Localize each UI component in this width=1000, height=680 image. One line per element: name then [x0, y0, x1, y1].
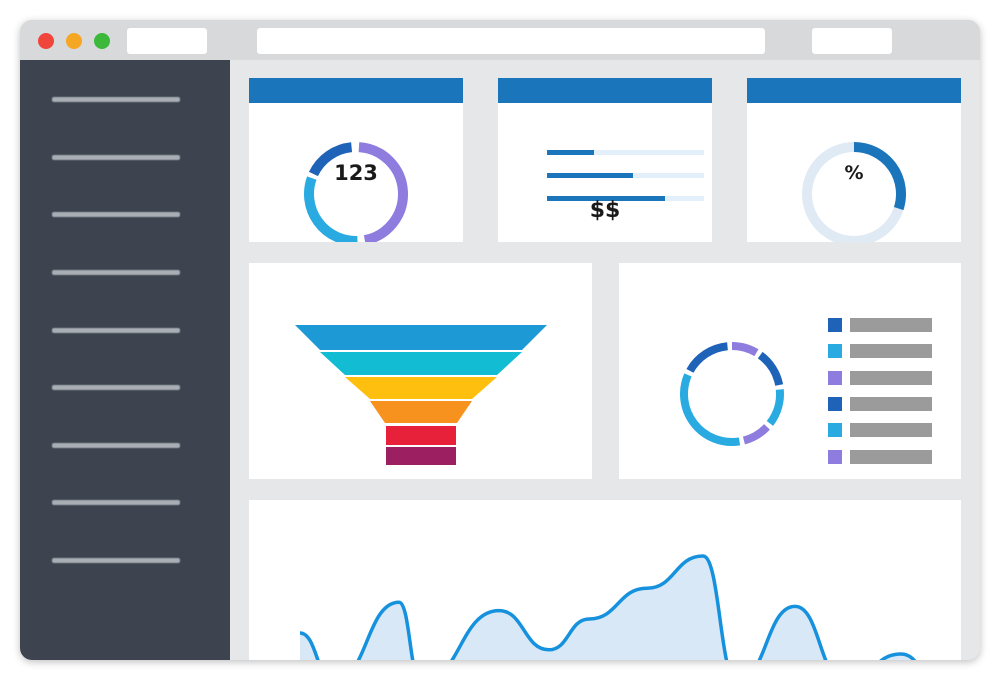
- area-chart: [299, 554, 917, 660]
- area-fill: [300, 556, 914, 660]
- sidebar: [20, 60, 230, 660]
- percent-value: %: [844, 162, 864, 184]
- sidebar-item[interactable]: [52, 212, 180, 217]
- funnel-stage: [370, 401, 472, 423]
- title-bar: [20, 20, 980, 60]
- count-value: 123: [334, 161, 378, 185]
- minimize-button[interactable]: [66, 33, 82, 49]
- donut-segment: [731, 342, 759, 357]
- progress-fill: [547, 150, 595, 155]
- card-header: [747, 78, 961, 103]
- revenue-value: $$: [589, 198, 621, 223]
- legend-swatch: [828, 396, 842, 411]
- progress-bar: [547, 196, 704, 201]
- donut-segment: [358, 142, 408, 242]
- progress-fill: [547, 196, 665, 201]
- legend-swatch: [828, 318, 842, 332]
- donut-segment: [680, 373, 741, 446]
- breakdown-card: [619, 263, 961, 479]
- legend-label: [850, 318, 932, 332]
- sidebar-item[interactable]: [52, 500, 180, 505]
- funnel-stage: [295, 325, 547, 350]
- address-bar[interactable]: [257, 28, 765, 54]
- maximize-button[interactable]: [94, 33, 110, 49]
- area-chart-card: [249, 500, 961, 660]
- legend-swatch: [828, 344, 842, 359]
- card-header: [498, 78, 712, 103]
- funnel-stage: [386, 447, 456, 465]
- sidebar-item[interactable]: [52, 155, 180, 160]
- legend-swatch: [828, 370, 842, 385]
- revenue-card: $$: [498, 78, 712, 242]
- sidebar-item[interactable]: [52, 443, 180, 448]
- sidebar-item[interactable]: [52, 558, 180, 563]
- donut-segment: [308, 142, 353, 177]
- legend-swatch: [828, 449, 842, 464]
- legend-label: [850, 396, 932, 411]
- sidebar-item[interactable]: [52, 270, 180, 275]
- funnel-stage: [386, 426, 456, 445]
- sidebar-item[interactable]: [52, 97, 180, 102]
- close-button[interactable]: [38, 33, 54, 49]
- donut-value-arc: [853, 142, 906, 211]
- donut-segment: [304, 176, 358, 242]
- legend-label: [850, 449, 932, 464]
- progress-bar: [547, 173, 704, 178]
- card-header: [249, 78, 463, 103]
- breakdown-donut: [680, 342, 784, 446]
- legend-label: [850, 344, 932, 359]
- donut-segment: [742, 423, 770, 445]
- funnel-stage: [320, 352, 522, 375]
- donut-segment: [757, 351, 784, 386]
- area-line: [299, 554, 917, 660]
- browser-window: 123 $$ %: [20, 20, 980, 660]
- percent-donut: [802, 142, 906, 242]
- count-card: 123: [249, 78, 463, 242]
- legend-swatch: [828, 423, 842, 438]
- progress-fill: [547, 173, 634, 178]
- funnel-card: [249, 263, 592, 479]
- tab[interactable]: [127, 28, 207, 54]
- legend-label: [850, 370, 932, 385]
- funnel-chart: [295, 325, 547, 465]
- percent-card: %: [747, 78, 961, 242]
- toolbar-button[interactable]: [812, 28, 892, 54]
- count-donut: [304, 142, 408, 242]
- legend-label: [850, 423, 932, 438]
- funnel-stage: [345, 377, 497, 399]
- donut-segment: [686, 342, 729, 373]
- sidebar-item[interactable]: [52, 385, 180, 390]
- donut-segment: [766, 389, 784, 426]
- progress-bar: [547, 150, 704, 155]
- sidebar-item[interactable]: [52, 328, 180, 333]
